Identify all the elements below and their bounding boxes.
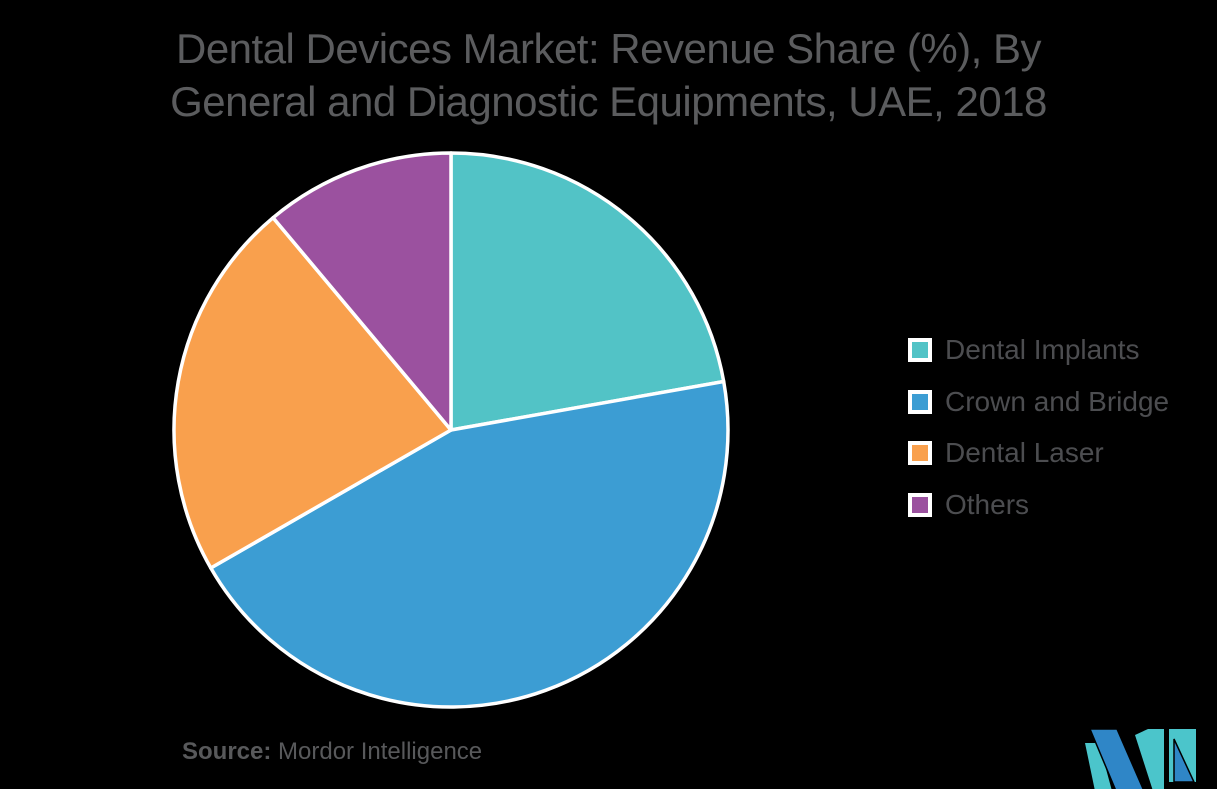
legend-item-dental-laser: Dental Laser (908, 437, 1169, 468)
source-text: Mordor Intelligence (278, 738, 483, 765)
legend-swatch-others (908, 492, 932, 517)
legend-swatch-dental-laser (908, 441, 932, 465)
legend-swatch-crown-and-bridge (908, 389, 932, 414)
legend-item-crown-and-bridge: Crown and Bridge (908, 386, 1169, 417)
legend-item-dental-implants: Dental Implants (908, 334, 1169, 365)
chart-title-line-2: General and Diagnostic Equipments, UAE, … (170, 78, 1047, 125)
legend-label: Dental Laser (945, 437, 1104, 468)
legend-label: Dental Implants (945, 334, 1140, 365)
chart-title-line-1: Dental Devices Market: Revenue Share (%)… (175, 25, 1042, 72)
pie-slice-crown-and-bridge (209, 379, 730, 709)
legend-item-others: Others (908, 489, 1169, 520)
pie-slice-dental-implants (449, 151, 726, 432)
legend: Dental Implants Crown and Bridge Dental … (908, 334, 1169, 544)
legend-label: Crown and Bridge (945, 385, 1170, 417)
legend-swatch-dental-implants (908, 338, 932, 362)
logo-shape-middle-chevron (1135, 729, 1164, 789)
pie-slice-others (271, 151, 453, 432)
logo-shape-right-triangle (1173, 738, 1196, 783)
pie-slice-dental-laser (172, 215, 453, 570)
logo-shape-left-sliver (1085, 743, 1112, 789)
legend-label: Others (945, 488, 1030, 520)
logo-shape-left-stroke (1088, 728, 1144, 789)
chart-title: Dental Devices Market: Revenue Share (%)… (0, 22, 1217, 128)
mordor-intelligence-logo (1085, 728, 1196, 789)
source-attribution: Source: Mordor Intelligence (182, 738, 482, 766)
source-label: Source: (182, 738, 272, 765)
